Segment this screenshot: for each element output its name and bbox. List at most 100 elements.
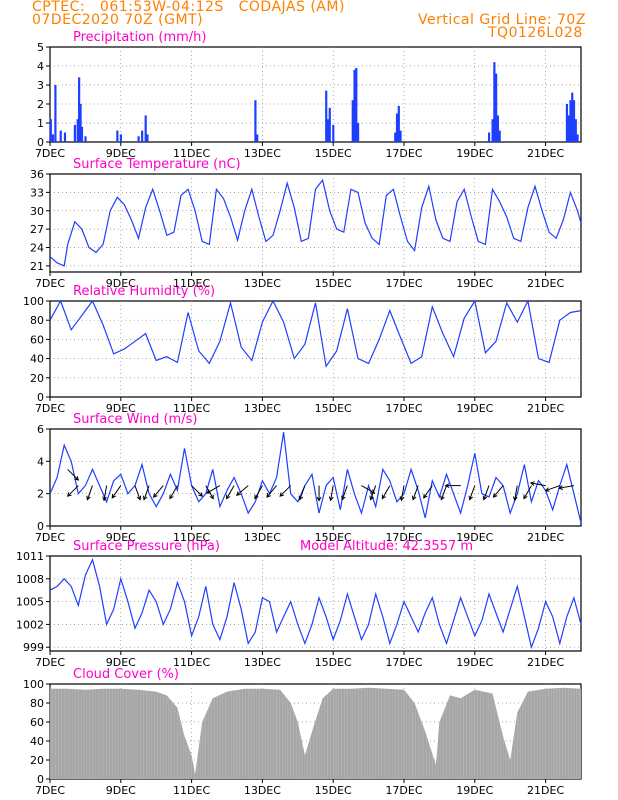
model-code: TQ0126L028	[488, 25, 583, 41]
y-tick-label: 1011	[16, 550, 44, 563]
wind-arrow-head	[369, 495, 374, 501]
precip-bar	[351, 100, 354, 142]
y-tick-label: 24	[30, 242, 44, 255]
wind-arrow	[514, 485, 518, 501]
precip-bar	[141, 130, 144, 142]
x-tick-label: 15DEC	[315, 147, 352, 160]
precip-bar	[565, 104, 569, 142]
x-tick-label: 13DEC	[244, 656, 281, 669]
precip-bar	[498, 130, 501, 142]
wind-arrow-head	[440, 495, 445, 501]
wind-arrow-head	[102, 496, 107, 502]
y-tick-label: 1	[37, 117, 44, 130]
precip-bar	[567, 115, 570, 142]
y-tick-label: 3	[37, 79, 44, 92]
precip-bar	[569, 100, 572, 142]
precip-bar	[395, 113, 399, 142]
precip-bar	[76, 119, 79, 142]
panel-title: Relative Humidity (%)	[73, 284, 215, 299]
x-tick-label: 7DEC	[35, 147, 65, 160]
panel-frame	[49, 300, 582, 398]
wind-arrow	[381, 485, 391, 499]
wind-arrow-head	[512, 496, 518, 502]
x-tick-label: 7DEC	[35, 656, 65, 669]
x-tick-label: 11DEC	[173, 402, 210, 415]
wind-arrow	[330, 485, 334, 501]
grid-line-note: Vertical Grid Line: 70Z	[418, 12, 586, 28]
wind-arrow	[361, 485, 375, 494]
x-tick-label: 9DEC	[106, 147, 136, 160]
wind-arrow	[523, 485, 532, 499]
x-tick-label: 13DEC	[244, 277, 281, 290]
wind-arrow	[67, 469, 79, 481]
x-tick-label: 7DEC	[35, 277, 65, 290]
precip-bar	[326, 119, 330, 142]
wind-arrow-head	[341, 495, 346, 501]
x-tick-label: 13DEC	[244, 147, 281, 160]
y-tick-label: 0	[37, 136, 44, 149]
x-tick-label: 15DEC	[315, 784, 352, 797]
wind-arrow	[469, 485, 476, 500]
panel-title: Surface Pressure (hPa)	[73, 539, 220, 554]
x-tick-label: 11DEC	[173, 277, 210, 290]
wind-arrow	[67, 485, 79, 497]
x-tick-label: 19DEC	[456, 402, 493, 415]
precip-bar	[256, 134, 259, 142]
series-line	[49, 558, 582, 650]
wind-arrow-head	[74, 476, 80, 481]
precip-bar	[394, 132, 397, 142]
y-tick-label: 40	[30, 735, 44, 748]
x-tick-label: 15DEC	[315, 402, 352, 415]
wind-arrow-head	[399, 496, 405, 502]
precip-bar	[80, 126, 84, 142]
wind-arrow-head	[468, 495, 474, 501]
wind-arrow-head	[209, 494, 214, 500]
wind-arrow	[412, 485, 419, 500]
wind-arrow	[440, 485, 447, 500]
wind-arrow-head	[381, 494, 387, 500]
wind-arrow	[111, 485, 122, 499]
wind-arrow	[153, 485, 164, 498]
precip-bar	[54, 85, 57, 142]
wind-arrow-head	[198, 492, 203, 497]
precip-bar	[328, 107, 331, 142]
wind-arrow-head	[423, 493, 428, 499]
panel-title: Surface Wind (m/s)	[73, 412, 197, 427]
x-tick-label: 9DEC	[106, 531, 136, 544]
x-tick-label: 11DEC	[173, 656, 210, 669]
wind-arrow	[530, 482, 546, 487]
wind-arrow	[370, 485, 377, 500]
precip-bar	[496, 115, 500, 142]
x-tick-label: 17DEC	[385, 784, 422, 797]
precip-bar	[491, 119, 494, 142]
wind-arrow	[423, 485, 433, 499]
y-tick-label: 80	[30, 697, 44, 710]
x-tick-label: 13DEC	[244, 784, 281, 797]
wind-arrow	[266, 485, 277, 498]
x-tick-label: 17DEC	[385, 656, 422, 669]
x-tick-label: 17DEC	[385, 277, 422, 290]
wind-arrow	[545, 485, 560, 492]
model-altitude-label: Model Altitude: 42.3557 m	[300, 539, 473, 554]
panel-title: Precipitation (mm/h)	[73, 30, 206, 45]
precip-bar	[254, 100, 257, 142]
precip-bar	[571, 92, 574, 142]
x-tick-label: 21DEC	[527, 147, 564, 160]
y-tick-label: 0	[37, 773, 44, 786]
x-tick-label: 11DEC	[173, 531, 210, 544]
wind-arrow	[279, 485, 292, 497]
wind-arrow	[493, 485, 504, 498]
precip-bar	[397, 105, 400, 142]
wind-arrow-head	[266, 493, 271, 498]
series-line	[49, 432, 582, 523]
y-tick-label: 999	[23, 641, 44, 654]
x-tick-label: 9DEC	[106, 402, 136, 415]
wind-arrow-head	[558, 485, 564, 490]
wind-arrow-head	[86, 495, 91, 501]
y-tick-label: 60	[30, 716, 44, 729]
precip-bar	[325, 90, 328, 142]
x-tick-label: 19DEC	[456, 784, 493, 797]
x-tick-label: 17DEC	[385, 402, 422, 415]
y-tick-label: 0	[37, 391, 44, 404]
